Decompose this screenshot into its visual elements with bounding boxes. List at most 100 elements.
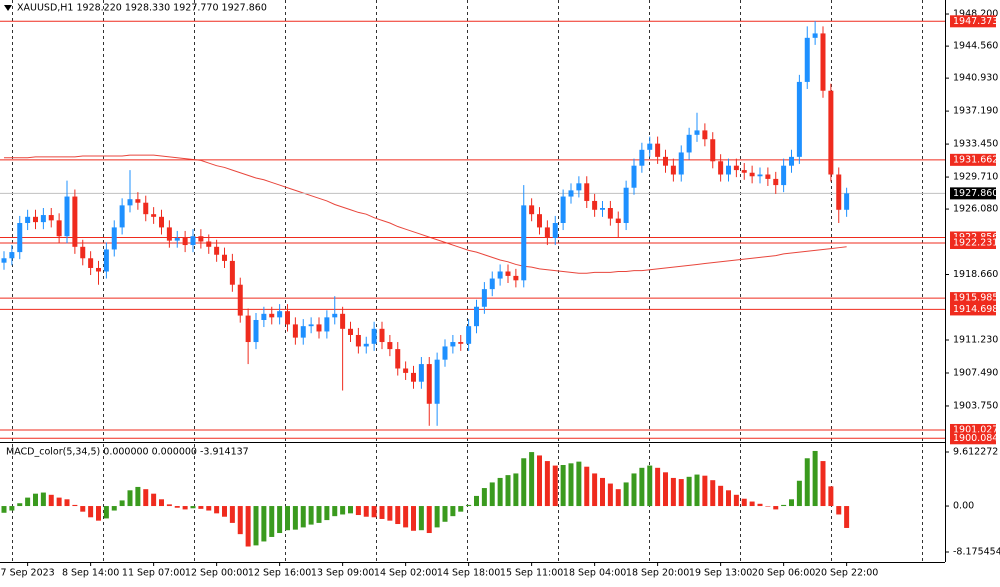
candle-body <box>600 208 605 210</box>
candle-body <box>411 372 416 382</box>
indicator-title: MACD_color(5,34,5) 0.000000 0.000000 -3.… <box>6 447 249 458</box>
histogram-bar <box>584 466 590 507</box>
histogram-bar <box>237 506 243 535</box>
histogram-bar <box>804 458 810 507</box>
candle-body <box>48 215 54 221</box>
candle-body <box>143 202 149 215</box>
current-price-box <box>950 187 996 200</box>
y-tick-label: 1911.230 <box>953 335 998 346</box>
histogram-bar <box>552 465 558 507</box>
candle-body <box>88 258 94 268</box>
histogram-bar <box>261 506 267 542</box>
histogram-bar <box>33 493 38 507</box>
histogram-bar <box>198 506 204 509</box>
y-tick-label: 1940.930 <box>953 73 998 84</box>
histogram-bar <box>592 473 598 507</box>
candle-body <box>647 143 653 150</box>
y-tick-label: 1903.750 <box>953 400 998 411</box>
candle-body <box>332 313 338 318</box>
candle-body <box>222 254 227 261</box>
histogram-bar <box>1 506 7 513</box>
histogram-bar <box>253 506 259 546</box>
histogram-bar <box>324 506 330 521</box>
histogram-bar <box>796 480 802 507</box>
candle-body <box>552 222 558 238</box>
level-label-box <box>950 303 996 316</box>
menu-arrow[interactable] <box>4 5 12 11</box>
candle-body <box>340 313 346 329</box>
candle-body <box>686 134 692 153</box>
candle-body <box>796 81 802 157</box>
histogram-bar <box>411 506 416 531</box>
histogram-bar <box>395 506 401 525</box>
histogram-bar <box>9 506 15 511</box>
candle-body <box>544 227 550 238</box>
candle-body <box>348 328 353 335</box>
y-tick-label: 1926.080 <box>953 204 998 215</box>
candle-body <box>237 284 243 316</box>
histogram-bar <box>56 497 62 507</box>
candle-body <box>481 289 487 307</box>
histogram-bar <box>348 506 353 514</box>
candle-body <box>127 199 133 206</box>
candle-body <box>434 359 440 404</box>
y-tick-label: 1937.190 <box>953 106 998 117</box>
y-tick-label: -8.175454 <box>953 546 1000 557</box>
candle-body <box>166 227 172 241</box>
histogram-bar <box>655 467 661 507</box>
candle-body <box>363 343 369 347</box>
candle-body <box>710 139 716 162</box>
histogram-bar <box>631 473 637 507</box>
candle-body <box>111 227 117 250</box>
histogram-bar <box>426 506 432 534</box>
y-tick-label: 0.00 <box>953 501 974 512</box>
candle-body <box>316 324 322 332</box>
x-tick-label: 7 Sep 2023 <box>1 568 55 579</box>
x-tick-label: 18 Sep 20:00 <box>626 568 689 579</box>
histogram-bar <box>332 506 338 517</box>
histogram-bar <box>143 489 149 507</box>
moving-average <box>4 154 847 274</box>
histogram-bar <box>174 506 180 508</box>
candle-body <box>103 249 109 272</box>
histogram-bar <box>355 506 361 516</box>
histogram-bar <box>387 506 393 521</box>
histogram-bar <box>206 506 212 511</box>
histogram-bar <box>812 450 818 507</box>
histogram-bar <box>442 506 448 522</box>
histogram-bar <box>450 506 456 517</box>
candle-body <box>718 161 724 175</box>
histogram-bar <box>663 472 668 507</box>
candle-body <box>395 349 401 369</box>
histogram-bar <box>277 506 283 534</box>
histogram-bar <box>741 498 747 507</box>
level-label-box <box>950 15 996 28</box>
candle-body <box>151 214 157 217</box>
histogram-bar <box>151 493 157 507</box>
candle-body <box>631 165 637 188</box>
y-tick-label: 1907.490 <box>953 367 998 378</box>
histogram-bar <box>371 506 377 518</box>
histogram-bar <box>544 461 550 507</box>
histogram-bar <box>757 503 763 507</box>
histogram-bar <box>560 465 566 507</box>
candle-body <box>379 328 385 343</box>
candle-body <box>190 236 196 246</box>
level-label-box <box>950 237 996 250</box>
histogram-bar <box>765 506 771 507</box>
candle-body <box>537 214 542 228</box>
histogram-bar <box>828 486 834 507</box>
histogram-bar <box>245 506 251 547</box>
histogram-bar <box>214 506 220 514</box>
candle-body <box>655 143 661 157</box>
candle-body <box>80 246 86 259</box>
candle-body <box>371 328 377 344</box>
candle-body <box>678 152 684 175</box>
histogram-bar <box>521 458 527 507</box>
histogram-bar <box>190 506 196 509</box>
y-tick-label: 1933.450 <box>953 139 998 150</box>
histogram-bar <box>489 482 495 507</box>
candle-body <box>505 271 511 276</box>
x-tick-label: 12 Sep 00:00 <box>185 568 248 579</box>
